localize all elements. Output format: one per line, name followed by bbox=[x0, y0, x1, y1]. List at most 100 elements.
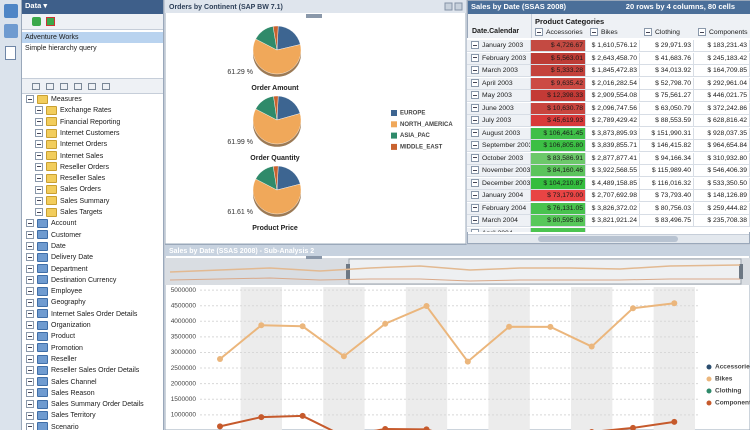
tree-node[interactable]: Internet Customers bbox=[35, 128, 120, 139]
expander[interactable] bbox=[35, 151, 43, 160]
expander[interactable] bbox=[26, 298, 34, 307]
row-header-cell[interactable]: November 2003 bbox=[467, 165, 531, 177]
cube-tool[interactable] bbox=[4, 4, 18, 18]
tree-node[interactable]: Geography bbox=[26, 297, 86, 308]
row-header-cell[interactable]: January 2004 bbox=[467, 190, 531, 202]
scroll-thumb[interactable] bbox=[538, 236, 678, 242]
edit-query-button[interactable] bbox=[46, 17, 55, 26]
tree-node[interactable]: Reseller Orders bbox=[35, 162, 109, 173]
maximize-button[interactable] bbox=[454, 2, 463, 11]
row-header-cell[interactable]: July 2003 bbox=[467, 115, 531, 127]
expander[interactable] bbox=[26, 287, 34, 296]
tree-node[interactable]: Internet Sales bbox=[35, 151, 103, 162]
column-header[interactable]: Accessories bbox=[532, 27, 587, 39]
tree-node[interactable]: Internet Orders bbox=[35, 139, 107, 150]
tree-tool[interactable] bbox=[46, 83, 54, 90]
tree-node[interactable]: Department bbox=[26, 264, 88, 275]
row-header-cell[interactable]: March 2003 bbox=[467, 65, 531, 77]
query-tool[interactable] bbox=[4, 24, 18, 38]
row-header-cell[interactable]: April 2004 bbox=[467, 227, 531, 232]
tree-node[interactable]: Reseller bbox=[26, 354, 77, 365]
expander[interactable] bbox=[35, 140, 43, 149]
column-header[interactable]: Bikes bbox=[587, 27, 641, 39]
expander[interactable] bbox=[35, 106, 43, 115]
expander[interactable] bbox=[26, 95, 34, 104]
tree-node[interactable]: Sales Channel bbox=[26, 377, 97, 388]
tree-node[interactable]: Sales Territory bbox=[26, 410, 96, 421]
tree-node[interactable]: Customer bbox=[26, 230, 81, 241]
query-item[interactable]: Simple hierarchy query bbox=[25, 45, 97, 52]
tree-node[interactable]: Measures bbox=[26, 94, 82, 105]
row-header-cell[interactable]: May 2003 bbox=[467, 90, 531, 102]
expander[interactable] bbox=[26, 422, 34, 430]
splitter-grip[interactable] bbox=[306, 256, 322, 259]
row-header-cell[interactable]: March 2004 bbox=[467, 215, 531, 227]
tree-node[interactable]: Product bbox=[26, 331, 75, 342]
expander[interactable] bbox=[26, 343, 34, 352]
expander[interactable] bbox=[26, 388, 34, 397]
tree-node[interactable]: Sales Summary bbox=[35, 196, 109, 207]
query-item[interactable]: Adventure Works bbox=[22, 32, 163, 43]
row-header-cell[interactable]: April 2003 bbox=[467, 77, 531, 90]
tree-node[interactable]: Destination Currency bbox=[26, 275, 116, 286]
expander[interactable] bbox=[26, 411, 34, 420]
tree-node[interactable]: Exchange Rates bbox=[35, 105, 111, 116]
tree-node[interactable]: Internet Sales Order Details bbox=[26, 309, 137, 320]
column-header[interactable]: Components bbox=[695, 27, 750, 39]
row-header-cell[interactable]: September 2003 bbox=[467, 140, 531, 152]
expander[interactable] bbox=[35, 185, 43, 194]
row-header-cell[interactable]: January 2003 bbox=[467, 40, 531, 52]
tree-node[interactable]: Sales Reason bbox=[26, 388, 95, 399]
tree-node[interactable]: Sales Summary Order Details bbox=[26, 399, 144, 410]
expander[interactable] bbox=[35, 129, 43, 138]
tree-tool[interactable] bbox=[88, 83, 96, 90]
tree-node[interactable]: Employee bbox=[26, 286, 82, 297]
navigator-handle[interactable] bbox=[739, 264, 743, 279]
tree-tool[interactable] bbox=[60, 83, 68, 90]
expander[interactable] bbox=[26, 275, 34, 284]
expander[interactable] bbox=[26, 242, 34, 251]
expander[interactable] bbox=[35, 196, 43, 205]
tree-node[interactable]: Reseller Sales bbox=[35, 173, 105, 184]
add-query-button[interactable] bbox=[32, 17, 41, 26]
horizontal-scrollbar[interactable] bbox=[468, 234, 749, 243]
expander[interactable] bbox=[35, 174, 43, 183]
tree-node[interactable]: Delivery Date bbox=[26, 252, 93, 263]
row-header-cell[interactable]: December 2003 bbox=[467, 177, 531, 190]
tree-node[interactable]: Sales Targets bbox=[35, 207, 102, 218]
expander[interactable] bbox=[26, 309, 34, 318]
expander[interactable] bbox=[26, 355, 34, 364]
row-header-cell[interactable]: October 2003 bbox=[467, 152, 531, 165]
expander[interactable] bbox=[35, 162, 43, 171]
tree-tool[interactable] bbox=[102, 83, 110, 90]
row-header-cell[interactable]: June 2003 bbox=[467, 102, 531, 115]
tree-node[interactable]: Scenario bbox=[26, 422, 79, 430]
splitter-grip[interactable] bbox=[306, 14, 322, 18]
row-header-cell[interactable]: February 2004 bbox=[467, 202, 531, 215]
expander[interactable] bbox=[26, 321, 34, 330]
expander[interactable] bbox=[35, 208, 43, 217]
document-tool[interactable] bbox=[5, 46, 16, 60]
tree-node[interactable]: Organization bbox=[26, 320, 91, 331]
row-header-cell[interactable]: August 2003 bbox=[467, 127, 531, 140]
expander[interactable] bbox=[26, 366, 34, 375]
tree-node[interactable]: Reseller Sales Order Details bbox=[26, 365, 139, 376]
tree-node[interactable]: Promotion bbox=[26, 343, 83, 354]
tree-tool[interactable] bbox=[74, 83, 82, 90]
column-header[interactable]: Clothing bbox=[641, 27, 695, 39]
expander[interactable] bbox=[26, 264, 34, 273]
tree-tool[interactable] bbox=[32, 83, 40, 90]
expander[interactable] bbox=[26, 377, 34, 386]
tree-node[interactable]: Date bbox=[26, 241, 66, 252]
expander[interactable] bbox=[26, 230, 34, 239]
expander[interactable] bbox=[26, 253, 34, 262]
minimize-button[interactable] bbox=[444, 2, 453, 11]
expander[interactable] bbox=[35, 117, 43, 126]
tree-node[interactable]: Sales Orders bbox=[35, 184, 101, 195]
navigator-handle[interactable] bbox=[346, 264, 350, 279]
expander[interactable] bbox=[26, 400, 34, 409]
expander[interactable] bbox=[26, 332, 34, 341]
expander[interactable] bbox=[26, 219, 34, 228]
row-header-cell[interactable]: February 2003 bbox=[467, 52, 531, 65]
tree-node[interactable]: Financial Reporting bbox=[35, 117, 120, 128]
